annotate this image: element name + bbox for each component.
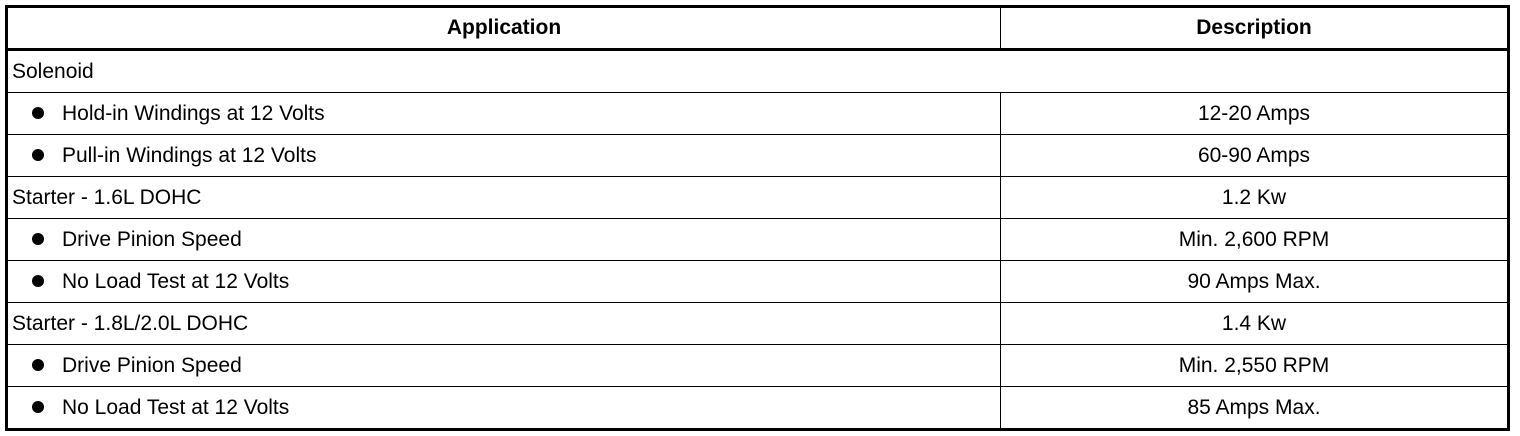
application-cell: Pull-in Windings at 12 Volts (6, 134, 1001, 177)
bullet-icon (32, 232, 44, 245)
application-text: Hold-in Windings at 12 Volts (62, 101, 325, 125)
application-cell: Solenoid (6, 49, 1509, 93)
bullet-icon (32, 106, 44, 119)
bullet-icon (32, 148, 44, 161)
description-cell: 60-90 Amps (1000, 134, 1509, 177)
table-row: Pull-in Windings at 12 Volts 60-90 Amps (6, 134, 1509, 177)
application-cell: Drive Pinion Speed (6, 218, 1001, 261)
application-text: No Load Test at 12 Volts (62, 269, 290, 293)
application-cell: No Load Test at 12 Volts (6, 260, 1001, 303)
table-row: Drive Pinion Speed Min. 2,550 RPM (6, 344, 1509, 387)
application-cell: Starter - 1.8L/2.0L DOHC (6, 302, 1001, 345)
description-cell: 12-20 Amps (1000, 92, 1509, 135)
application-cell: Drive Pinion Speed (6, 344, 1001, 387)
application-text: Starter - 1.6L DOHC (12, 185, 202, 209)
application-text: Drive Pinion Speed (62, 353, 242, 377)
bullet-icon (32, 358, 44, 371)
bullet-icon (32, 274, 44, 287)
description-cell: Min. 2,550 RPM (1000, 344, 1509, 387)
description-cell: Min. 2,600 RPM (1000, 218, 1509, 261)
header-row: Application Description (6, 6, 1509, 51)
application-text: Pull-in Windings at 12 Volts (62, 143, 317, 167)
application-cell: Hold-in Windings at 12 Volts (6, 92, 1001, 135)
application-cell: Starter - 1.6L DOHC (6, 176, 1001, 219)
specifications-table: Application Description Solenoid Hold-in … (5, 5, 1510, 431)
description-cell: 1.4 Kw (1000, 302, 1509, 345)
application-text: Starter - 1.8L/2.0L DOHC (12, 311, 249, 335)
table-row: No Load Test at 12 Volts 90 Amps Max. (6, 260, 1509, 303)
table-row: Drive Pinion Speed Min. 2,600 RPM (6, 218, 1509, 261)
application-text: No Load Test at 12 Volts (62, 395, 290, 419)
table-row: Solenoid (6, 49, 1509, 93)
table-row: No Load Test at 12 Volts 85 Amps Max. (6, 386, 1509, 430)
table-row: Starter - 1.8L/2.0L DOHC 1.4 Kw (6, 302, 1509, 345)
application-text: Solenoid (12, 59, 94, 83)
bullet-icon (32, 400, 44, 413)
application-cell: No Load Test at 12 Volts (6, 386, 1001, 430)
table-row: Starter - 1.6L DOHC 1.2 Kw (6, 176, 1509, 219)
description-cell: 85 Amps Max. (1000, 386, 1509, 430)
header-description: Description (1000, 6, 1509, 51)
application-text: Drive Pinion Speed (62, 227, 242, 251)
table-row: Hold-in Windings at 12 Volts 12-20 Amps (6, 92, 1509, 135)
header-application: Application (6, 6, 1001, 51)
description-cell: 1.2 Kw (1000, 176, 1509, 219)
description-cell: 90 Amps Max. (1000, 260, 1509, 303)
